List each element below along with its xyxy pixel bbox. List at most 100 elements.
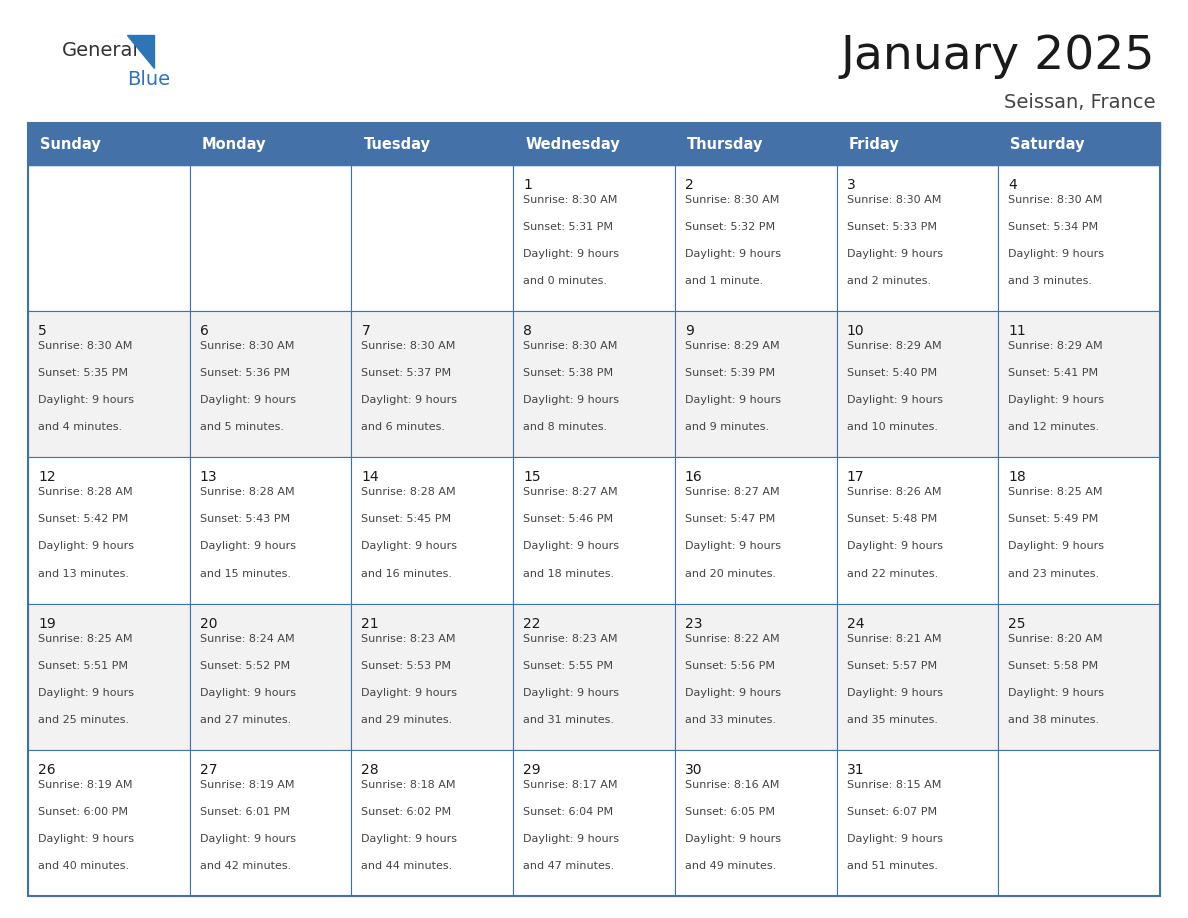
Text: and 25 minutes.: and 25 minutes. [38,715,129,724]
Text: 14: 14 [361,470,379,485]
Text: 4: 4 [1009,178,1017,192]
Bar [352,750,513,896]
Text: 10: 10 [847,324,864,338]
Text: Daylight: 9 hours: Daylight: 9 hours [847,542,942,552]
Text: Daylight: 9 hours: Daylight: 9 hours [361,542,457,552]
Text: and 20 minutes.: and 20 minutes. [684,568,776,578]
Text: 7: 7 [361,324,371,338]
Text: and 38 minutes.: and 38 minutes. [1009,715,1099,724]
Text: and 33 minutes.: and 33 minutes. [684,715,776,724]
Text: Sunrise: 8:24 AM: Sunrise: 8:24 AM [200,633,295,644]
Text: and 23 minutes.: and 23 minutes. [1009,568,1099,578]
Text: Sunrise: 8:25 AM: Sunrise: 8:25 AM [38,633,133,644]
Text: 29: 29 [523,763,541,777]
Text: Sunrise: 8:18 AM: Sunrise: 8:18 AM [361,779,456,789]
Text: Sunset: 6:02 PM: Sunset: 6:02 PM [361,807,451,817]
Text: Daylight: 9 hours: Daylight: 9 hours [200,688,296,698]
Text: Thursday: Thursday [687,137,763,151]
Text: Daylight: 9 hours: Daylight: 9 hours [523,249,619,259]
Bar [675,123,836,165]
Text: Sunrise: 8:16 AM: Sunrise: 8:16 AM [684,779,779,789]
Polygon shape [127,35,154,68]
Text: Sunset: 6:05 PM: Sunset: 6:05 PM [684,807,775,817]
Bar [29,457,190,604]
Text: and 44 minutes.: and 44 minutes. [361,861,453,871]
Text: 2: 2 [684,178,694,192]
Text: Sunset: 5:48 PM: Sunset: 5:48 PM [847,514,937,524]
Text: and 22 minutes.: and 22 minutes. [847,568,937,578]
Text: 22: 22 [523,617,541,631]
Text: 8: 8 [523,324,532,338]
Text: Daylight: 9 hours: Daylight: 9 hours [523,542,619,552]
Text: Daylight: 9 hours: Daylight: 9 hours [684,834,781,844]
Text: Sunset: 5:38 PM: Sunset: 5:38 PM [523,368,613,378]
Text: 5: 5 [38,324,46,338]
Bar [352,165,513,311]
Text: and 31 minutes.: and 31 minutes. [523,715,614,724]
Text: Friday: Friday [848,137,899,151]
Text: Sunset: 5:41 PM: Sunset: 5:41 PM [1009,368,1099,378]
Text: Wednesday: Wednesday [525,137,620,151]
Text: and 16 minutes.: and 16 minutes. [361,568,453,578]
Text: and 2 minutes.: and 2 minutes. [847,276,930,286]
Text: and 10 minutes.: and 10 minutes. [847,422,937,432]
Text: 31: 31 [847,763,864,777]
Bar [836,311,998,457]
Text: Daylight: 9 hours: Daylight: 9 hours [684,542,781,552]
Text: 15: 15 [523,470,541,485]
Text: Sunrise: 8:30 AM: Sunrise: 8:30 AM [1009,195,1102,205]
Text: and 0 minutes.: and 0 minutes. [523,276,607,286]
Text: Sunset: 5:42 PM: Sunset: 5:42 PM [38,514,128,524]
Text: Daylight: 9 hours: Daylight: 9 hours [523,688,619,698]
Text: 1: 1 [523,178,532,192]
Text: Sunrise: 8:29 AM: Sunrise: 8:29 AM [684,341,779,352]
Text: and 4 minutes.: and 4 minutes. [38,422,122,432]
Text: Daylight: 9 hours: Daylight: 9 hours [38,834,134,844]
Text: Daylight: 9 hours: Daylight: 9 hours [200,542,296,552]
Bar [836,750,998,896]
Text: Daylight: 9 hours: Daylight: 9 hours [38,542,134,552]
Text: 21: 21 [361,617,379,631]
Text: Sunset: 5:57 PM: Sunset: 5:57 PM [847,661,936,671]
Text: Daylight: 9 hours: Daylight: 9 hours [847,249,942,259]
Text: Sunset: 5:31 PM: Sunset: 5:31 PM [523,222,613,232]
Text: Sunday: Sunday [40,137,101,151]
Text: Sunrise: 8:21 AM: Sunrise: 8:21 AM [847,633,941,644]
Text: Sunrise: 8:30 AM: Sunrise: 8:30 AM [847,195,941,205]
Text: 26: 26 [38,763,56,777]
Text: 13: 13 [200,470,217,485]
Bar [675,604,836,750]
Text: Daylight: 9 hours: Daylight: 9 hours [361,396,457,405]
Bar [513,311,675,457]
Text: Sunset: 5:53 PM: Sunset: 5:53 PM [361,661,451,671]
Text: Daylight: 9 hours: Daylight: 9 hours [847,834,942,844]
Text: Sunrise: 8:29 AM: Sunrise: 8:29 AM [1009,341,1102,352]
Text: 18: 18 [1009,470,1026,485]
Text: and 29 minutes.: and 29 minutes. [361,715,453,724]
Text: Sunset: 5:47 PM: Sunset: 5:47 PM [684,514,775,524]
Bar [998,457,1159,604]
Text: and 51 minutes.: and 51 minutes. [847,861,937,871]
Text: Sunset: 6:04 PM: Sunset: 6:04 PM [523,807,613,817]
Text: and 27 minutes.: and 27 minutes. [200,715,291,724]
Text: Blue: Blue [127,71,170,89]
Text: Daylight: 9 hours: Daylight: 9 hours [684,688,781,698]
Bar [352,604,513,750]
Text: Daylight: 9 hours: Daylight: 9 hours [523,834,619,844]
Text: Tuesday: Tuesday [364,137,430,151]
Text: Sunrise: 8:30 AM: Sunrise: 8:30 AM [200,341,295,352]
Text: 19: 19 [38,617,56,631]
Bar [998,165,1159,311]
Text: 9: 9 [684,324,694,338]
Bar [29,165,190,311]
Text: Sunrise: 8:29 AM: Sunrise: 8:29 AM [847,341,941,352]
Bar [513,165,675,311]
Bar [513,750,675,896]
Text: Daylight: 9 hours: Daylight: 9 hours [523,396,619,405]
Text: and 40 minutes.: and 40 minutes. [38,861,129,871]
Text: General: General [62,41,139,61]
Text: Sunrise: 8:30 AM: Sunrise: 8:30 AM [684,195,779,205]
Text: 17: 17 [847,470,864,485]
Text: Daylight: 9 hours: Daylight: 9 hours [361,834,457,844]
Bar [836,457,998,604]
